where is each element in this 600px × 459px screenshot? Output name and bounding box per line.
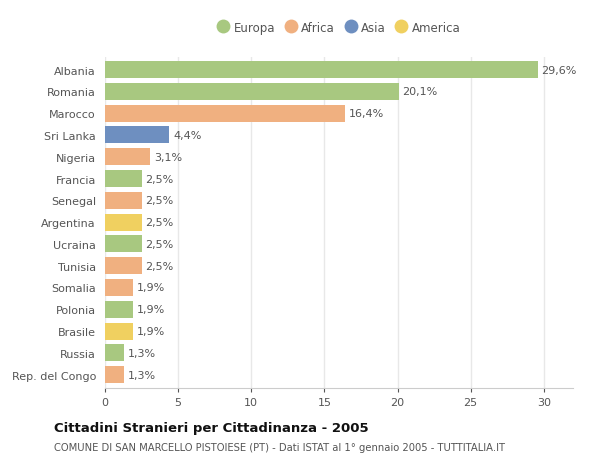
Bar [105,192,142,209]
Text: Cittadini Stranieri per Cittadinanza - 2005: Cittadini Stranieri per Cittadinanza - 2… [54,421,368,434]
Text: COMUNE DI SAN MARCELLO PISTOIESE (PT) - Dati ISTAT al 1° gennaio 2005 - TUTTITAL: COMUNE DI SAN MARCELLO PISTOIESE (PT) - … [54,442,505,452]
Text: 16,4%: 16,4% [349,109,384,119]
Bar [105,236,142,253]
Text: 4,4%: 4,4% [173,131,202,140]
Bar [105,345,124,362]
Text: 1,3%: 1,3% [128,370,156,380]
Text: 20,1%: 20,1% [403,87,438,97]
Text: 2,5%: 2,5% [145,196,173,206]
Bar [105,84,399,101]
Text: 1,9%: 1,9% [136,326,164,336]
Text: 1,3%: 1,3% [128,348,156,358]
Bar [105,323,133,340]
Bar [105,127,169,144]
Text: 1,9%: 1,9% [136,283,164,293]
Text: 1,9%: 1,9% [136,305,164,314]
Text: 29,6%: 29,6% [542,66,577,75]
Bar [105,171,142,188]
Bar [105,214,142,231]
Bar [105,149,151,166]
Text: 2,5%: 2,5% [145,174,173,184]
Text: 3,1%: 3,1% [154,152,182,162]
Bar [105,301,133,318]
Legend: Europa, Africa, Asia, America: Europa, Africa, Asia, America [212,17,466,39]
Bar [105,106,345,123]
Text: 2,5%: 2,5% [145,261,173,271]
Bar [105,280,133,297]
Bar [105,366,124,383]
Bar [105,62,538,79]
Text: 2,5%: 2,5% [145,218,173,228]
Bar [105,257,142,274]
Text: 2,5%: 2,5% [145,239,173,249]
